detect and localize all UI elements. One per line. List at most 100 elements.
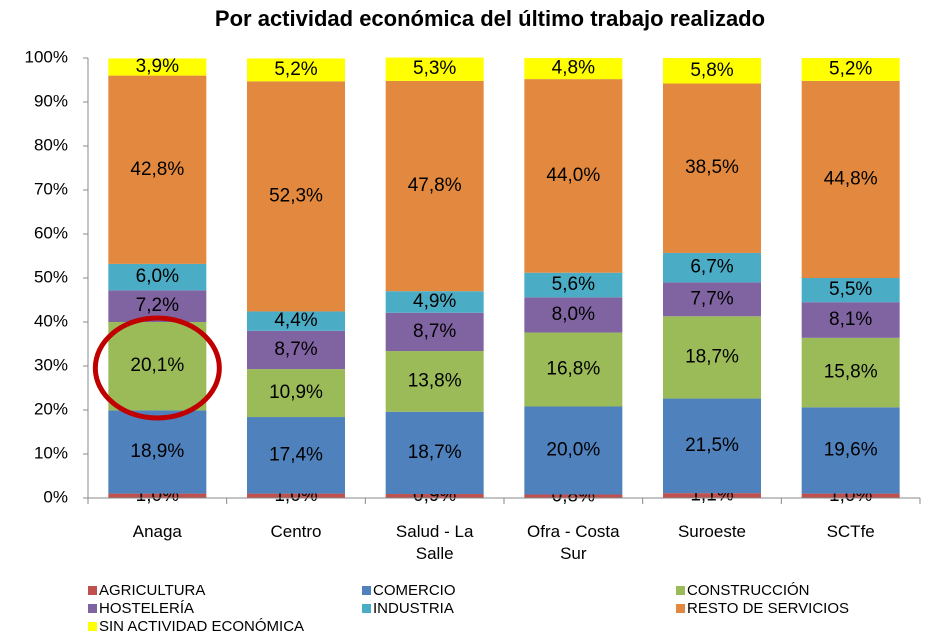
bar-segment	[801, 493, 900, 498]
legend-label: HOSTELERÍA	[99, 600, 194, 617]
y-tick-label: 90%	[34, 91, 68, 110]
bar-segment	[385, 291, 484, 313]
bar-segment	[108, 75, 207, 264]
bar-segment	[801, 407, 900, 494]
value-label: 15,8%	[824, 362, 878, 383]
bar-segment	[663, 58, 761, 84]
bar-segment	[385, 494, 484, 498]
legend-swatch	[676, 586, 685, 595]
bar-segment	[524, 494, 623, 498]
bar-segment	[108, 263, 207, 291]
x-tick-label: Suroeste	[677, 522, 747, 541]
value-label: 47,8%	[408, 175, 462, 196]
value-label: 42,8%	[130, 159, 184, 180]
x-tick-label: Ofra - Costa Sur	[527, 522, 620, 563]
bar-segment	[663, 398, 761, 494]
value-label: 4,8%	[552, 58, 595, 79]
y-tick-label: 80%	[34, 135, 68, 154]
value-label: 10,9%	[269, 382, 323, 403]
chart-title: Por actividad económica del último traba…	[215, 6, 765, 31]
y-tick-label: 100%	[25, 47, 68, 66]
bar-segment	[801, 302, 900, 338]
bar-segment	[663, 83, 761, 253]
y-tick-label: 60%	[34, 223, 68, 242]
bar-segment	[108, 493, 207, 498]
legend-swatch	[88, 586, 97, 595]
y-tick-label: 0%	[43, 487, 68, 506]
value-label: 7,2%	[136, 295, 179, 316]
value-label: 21,5%	[685, 435, 739, 456]
bar-segment	[385, 351, 484, 412]
bar-segment	[663, 316, 761, 399]
value-label: 5,2%	[829, 58, 872, 79]
bar-segment	[247, 311, 345, 331]
bar-segment	[385, 411, 484, 495]
value-label: 18,9%	[130, 441, 184, 462]
bar-segment	[663, 252, 761, 283]
value-label: 6,7%	[690, 257, 733, 278]
value-label: 4,9%	[413, 291, 456, 312]
value-label: 18,7%	[408, 442, 462, 463]
bar-segment	[247, 330, 345, 370]
bar-segment	[801, 278, 900, 303]
value-label: 38,5%	[685, 157, 739, 178]
bar-segment	[385, 80, 484, 292]
bar-segment	[524, 297, 623, 333]
value-label: 52,3%	[269, 185, 323, 206]
bar-segment	[385, 312, 484, 352]
highlight-circle	[92, 315, 222, 421]
legend-label: CONSTRUCCIÓN	[687, 582, 810, 599]
value-label: 6,0%	[136, 266, 179, 287]
bar-segment	[524, 406, 623, 495]
bar-segment	[247, 58, 345, 82]
value-label: 8,0%	[552, 304, 595, 325]
bar-segment	[663, 282, 761, 317]
y-tick-label: 10%	[34, 443, 68, 462]
value-label: 44,8%	[824, 168, 878, 189]
bar-segment	[524, 79, 623, 273]
value-label: 16,8%	[546, 359, 600, 380]
legend-swatch	[362, 604, 371, 613]
value-label: 20,1%	[130, 355, 184, 376]
bar-segment	[524, 332, 623, 407]
value-label: 4,4%	[274, 310, 317, 331]
x-tick-label: Salud - La Salle	[395, 522, 474, 563]
legend-swatch	[362, 586, 371, 595]
y-tick-label: 50%	[34, 267, 68, 286]
legend-swatch	[676, 604, 685, 613]
legend-label: SIN ACTIVIDAD ECONÓMICA	[99, 618, 304, 635]
y-tick-label: 30%	[34, 355, 68, 374]
legend-swatch	[88, 622, 97, 631]
value-label: 5,8%	[690, 60, 733, 81]
legend-label: AGRICULTURA	[99, 582, 205, 599]
x-tick-label: Centro	[270, 522, 322, 541]
bar-segment	[663, 493, 761, 498]
value-label: 20,0%	[546, 439, 600, 460]
value-label: 8,7%	[413, 321, 456, 342]
x-tick-label: Anaga	[132, 522, 182, 541]
bar-segment	[247, 369, 345, 418]
legend-swatch	[88, 604, 97, 613]
value-label: 44,0%	[546, 165, 600, 186]
bar-segment	[108, 58, 207, 76]
value-label: 3,9%	[136, 56, 179, 77]
value-label: 13,8%	[408, 370, 462, 391]
value-label: 18,7%	[685, 346, 739, 367]
value-label: 5,6%	[552, 274, 595, 295]
bar-segment	[108, 322, 207, 411]
bar-segment	[108, 410, 207, 494]
value-label: 7,7%	[690, 288, 733, 309]
legend-label: RESTO DE SERVICIOS	[687, 600, 849, 617]
bar-segment	[247, 417, 345, 494]
bar-segment	[801, 80, 900, 278]
y-tick-label: 70%	[34, 179, 68, 198]
bar-segment	[801, 337, 900, 408]
value-label: 17,4%	[269, 444, 323, 465]
bar-segment	[247, 493, 345, 498]
value-label: 8,1%	[829, 309, 872, 330]
legend-label: INDUSTRIA	[373, 600, 454, 617]
value-label: 19,6%	[824, 439, 878, 460]
value-label: 5,2%	[274, 59, 317, 80]
